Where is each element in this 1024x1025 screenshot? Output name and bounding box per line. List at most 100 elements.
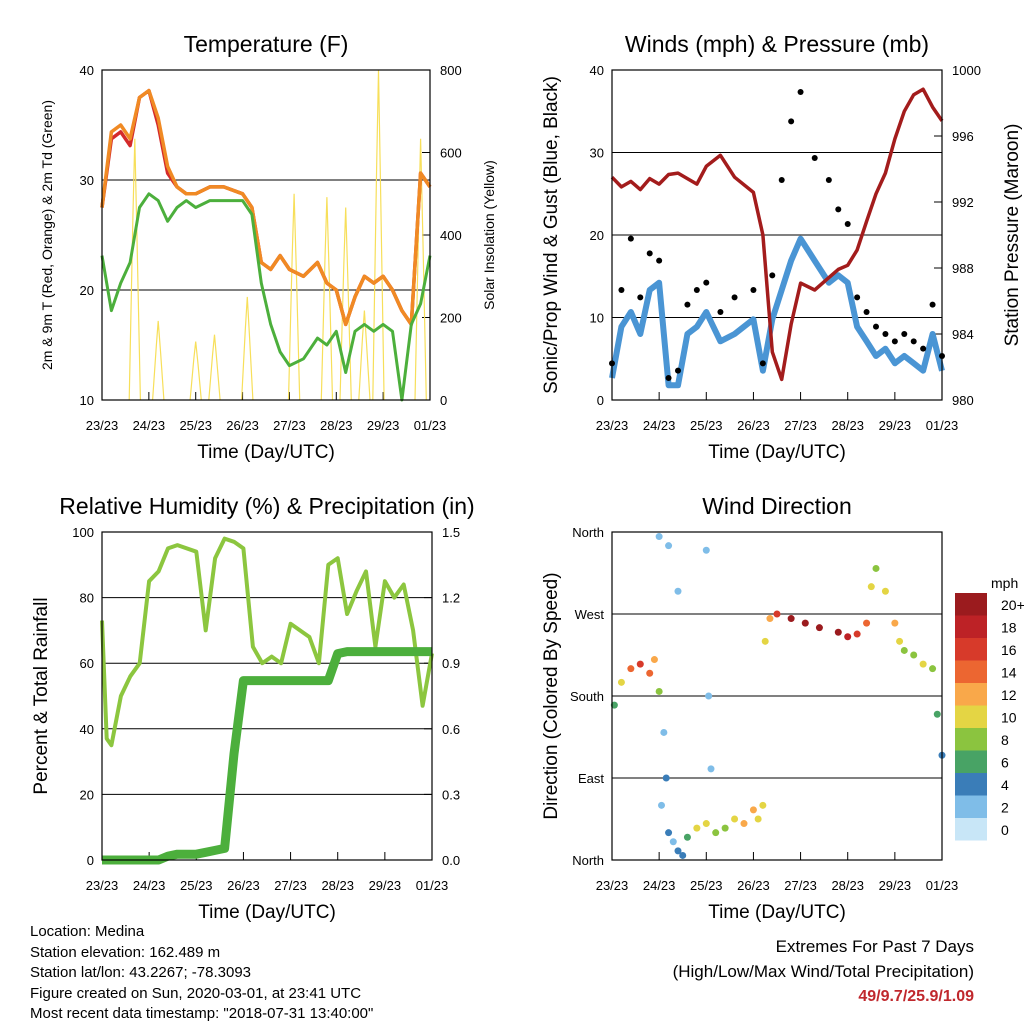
direction-point [815,624,823,632]
panel-humidity: Relative Humidity (%) & Precipitation (i… [31,493,475,923]
plot-frame [611,531,943,861]
direction-point [702,820,710,828]
y2-tick-label: 600 [440,146,462,161]
panel-winds: Winds (mph) & Pressure (mb) 0 10 20 30 40 980 9… [541,31,1023,463]
direction-point [801,619,809,627]
x-tick-label: 25/23 [690,878,723,893]
legend-title: mph [991,575,1018,591]
panel-title: Winds (mph) & Pressure (mb) [625,31,929,57]
direction-point [707,765,715,773]
direction-point [658,801,665,809]
insolation-peak [152,320,165,401]
x-tick-label: 26/23 [226,418,259,433]
series-total-precipitation [102,647,432,865]
gust-point [891,338,898,345]
x-axis-label: Time (Day/UTC) [197,442,335,463]
direction-point [693,824,701,832]
y-tick-label: East [578,771,604,786]
gust-point [656,257,663,264]
x-tick-label: 26/23 [227,878,260,893]
gust-point [769,272,776,279]
gust-point [646,250,653,257]
x-tick-label: 27/23 [273,418,306,433]
x-tick-label: 25/23 [179,418,212,433]
direction-point [896,637,904,645]
x-tick-label: 27/23 [784,418,817,433]
y-tick-label: South [570,689,604,704]
direction-point [761,637,769,645]
panel-title: Wind Direction [702,493,852,519]
gust-point [910,338,917,345]
y2-tick-label: 0.0 [442,853,460,868]
y2-tick-label: 992 [952,195,974,210]
legend-swatch [955,818,987,841]
direction-point [844,633,852,641]
gust-point [675,367,681,374]
x-tick-label: 23/23 [86,418,119,433]
y2-tick-label: 0 [440,393,447,408]
x-tick-label: 26/23 [737,418,770,433]
y-axis-label: 2m & 9m T (Red, Orange) & 2m Td (Green) [39,100,55,370]
y-tick-label: 0 [87,853,94,868]
gust-point [811,155,818,161]
gust-point [703,279,710,286]
x-tick-label: 01/23 [416,878,449,893]
direction-point [872,564,880,572]
x-tick-label: 28/23 [831,878,864,893]
y-tick-label: 40 [80,722,94,737]
y-tick-label: 20 [80,787,94,802]
y-tick-label: 20 [590,228,604,243]
y-tick-label: 80 [80,591,94,606]
recent-timestamp: Most recent data timestamp: "2018-07-31 … [30,1005,374,1022]
legend-swatch [955,795,987,818]
x-tick-label: 24/23 [133,878,166,893]
direction-point [721,824,729,832]
direction-point [712,829,720,837]
legend-swatch [955,615,987,638]
y-axis-label: Percent & Total Rainfall [31,597,52,794]
x-tick-label: 26/23 [737,878,770,893]
direction-point [853,630,861,638]
gust-point [731,294,738,301]
y2-tick-label: 1000 [952,63,981,78]
panel-temperature: Temperature (F)10203040020040060080023/2… [39,31,497,463]
direction-point [655,687,663,695]
x-tick-label: 24/23 [643,878,676,893]
y2-tick-label: 400 [440,228,462,243]
gust-point [684,301,691,308]
gust-point [665,375,672,381]
x-tick-label: 25/23 [180,878,213,893]
x-tick-label: 29/23 [879,418,912,433]
x-tick-label: 27/23 [784,878,817,893]
y-axis-label: Direction (Colored By Speed) [541,572,562,819]
x-tick-label: 01/23 [926,418,959,433]
legend-swatch [955,660,987,683]
direction-point [900,646,908,654]
direction-point [627,665,635,673]
y2-tick-label: 980 [952,393,974,408]
extremes-subtitle: (High/Low/Max Wind/Total Precipitation) [672,962,974,981]
gust-point [882,331,889,337]
legend-label: 18 [1001,620,1017,636]
legend-swatch [955,773,987,796]
gust-point [759,360,766,367]
legend-swatch [955,593,987,616]
gust-point [637,294,644,301]
direction-point [669,838,677,846]
direction-point [834,628,842,636]
direction-point [867,583,875,591]
insolation-peak [287,193,301,401]
plot-frame [101,69,431,401]
series-wind [609,235,945,389]
y2-tick-label: 1.2 [442,591,460,606]
direction-point [731,815,739,823]
y2-tick-label: 0.6 [442,722,460,737]
y2-tick-label: 200 [440,311,462,326]
station-elevation: Station elevation: 162.489 m [30,943,221,961]
x-tick-label: 23/23 [596,418,629,433]
direction-point [863,619,871,627]
gust-point [618,287,625,293]
series-relative-humidity [100,536,434,748]
legend-label: 4 [1001,777,1009,793]
x-tick-label: 23/23 [86,878,119,893]
